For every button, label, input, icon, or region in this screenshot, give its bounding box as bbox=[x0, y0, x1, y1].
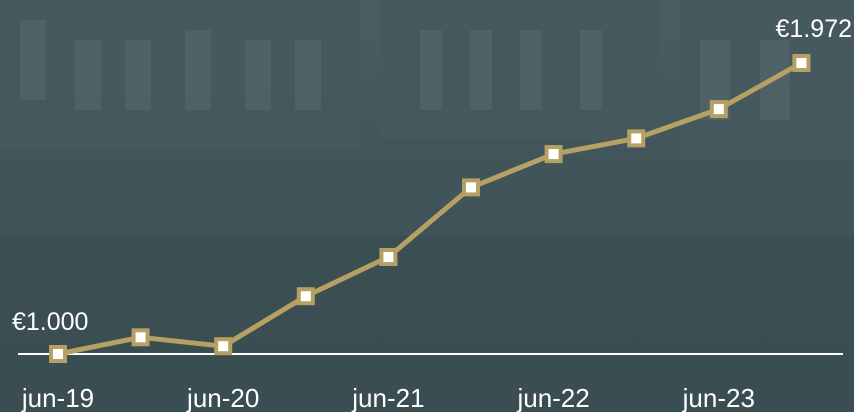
series-line bbox=[57, 60, 803, 357]
series-layer bbox=[49, 54, 811, 363]
x-tick-label-jun-20: jun-20 bbox=[186, 383, 259, 412]
data-point-6 bbox=[544, 145, 563, 164]
data-point-0 bbox=[49, 345, 67, 363]
data-point-8 bbox=[709, 100, 728, 119]
x-tick-label-jun-23: jun-23 bbox=[682, 383, 755, 412]
x-tick-label-jun-21: jun-21 bbox=[351, 383, 424, 412]
label-layer: €1.000 €1.972 bbox=[12, 15, 852, 336]
data-label-9: €1.972 bbox=[776, 15, 852, 43]
data-point-5 bbox=[462, 178, 480, 197]
data-point-4 bbox=[379, 248, 398, 266]
data-point-3 bbox=[296, 287, 315, 306]
data-point-7 bbox=[627, 129, 646, 148]
x-tick-label-jun-22: jun-22 bbox=[516, 383, 589, 412]
x-tick-label-jun-19: jun-19 bbox=[21, 383, 94, 412]
data-point-1 bbox=[131, 328, 150, 347]
x-axis-ticks: jun-19 jun-20 jun-21 jun-22 jun-23 bbox=[21, 383, 755, 412]
data-point-2 bbox=[214, 337, 233, 356]
data-label-0: €1.000 bbox=[12, 308, 88, 336]
data-point-9 bbox=[792, 54, 811, 72]
